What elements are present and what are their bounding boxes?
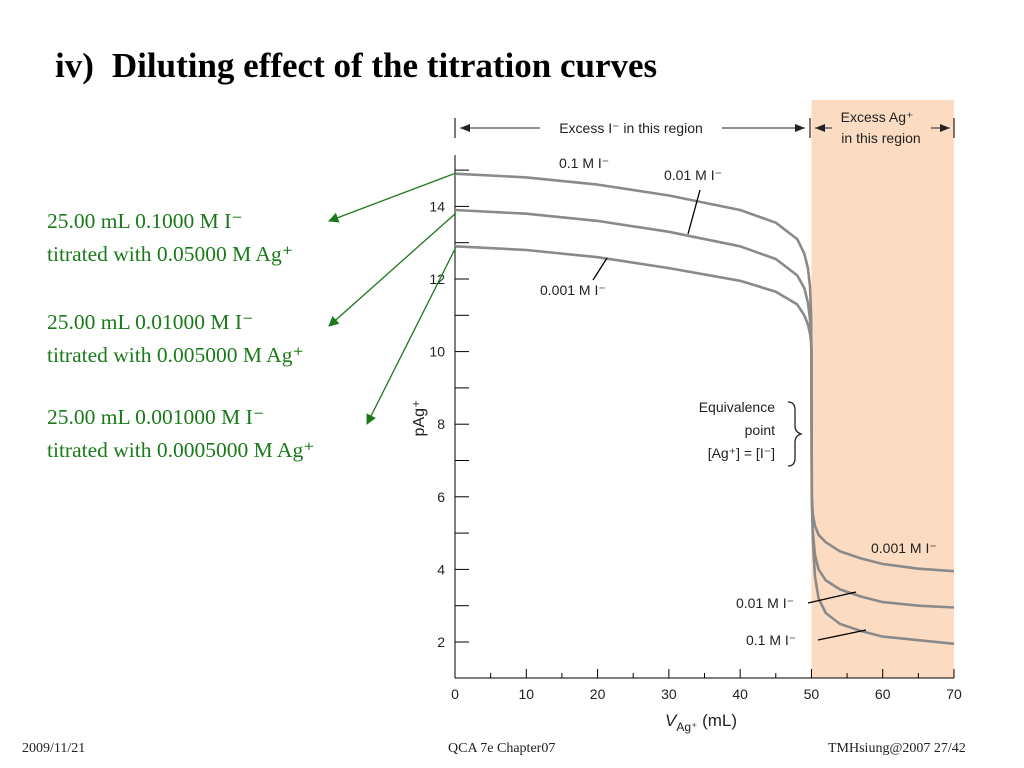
- note-line2: titrated with 0.0005000 M Ag⁺: [47, 438, 315, 462]
- x-axis-label: VAg⁺ (mL): [665, 711, 737, 734]
- y-tick-label: 2: [437, 634, 445, 650]
- y-tick-label: 10: [429, 344, 445, 360]
- curve-label-right-1: 0.01 M I⁻: [736, 595, 794, 611]
- footer-chapter: QCA 7e Chapter07: [448, 741, 556, 756]
- x-tick-label: 30: [661, 686, 677, 702]
- note-line1: 25.00 mL 0.1000 M I⁻: [47, 209, 243, 233]
- y-tick-label: 14: [429, 198, 445, 214]
- curve-leader-left-2: [592, 257, 608, 281]
- region-left-arrowhead: [460, 124, 470, 132]
- note-1-001m: 25.00 mL 0.01000 M I⁻ titrated with 0.00…: [47, 306, 304, 372]
- region-left-label: Excess I⁻ in this region: [559, 120, 703, 136]
- note-line1: 25.00 mL 0.01000 M I⁻: [47, 310, 254, 334]
- curve-label-left-1: 0.01 M I⁻: [664, 167, 722, 183]
- x-tick-label: 10: [518, 686, 534, 702]
- curve-label-left-0: 0.1 M I⁻: [559, 155, 609, 171]
- x-tick-label: 20: [590, 686, 606, 702]
- curve-leader-right-1: [807, 591, 857, 604]
- note-0-1m: 25.00 mL 0.1000 M I⁻ titrated with 0.050…: [47, 205, 293, 271]
- note-line2: titrated with 0.05000 M Ag⁺: [47, 242, 294, 266]
- note-arrow-2: [366, 246, 457, 425]
- y-axis-label: pAg⁺: [411, 400, 428, 437]
- title-text: Diluting effect of the titration curves: [111, 46, 658, 85]
- curve-label-left-2: 0.001 M I⁻: [540, 282, 606, 298]
- y-tick-label: 8: [437, 416, 445, 432]
- x-tick-label: 60: [875, 686, 891, 702]
- x-tick-label: 0: [451, 686, 459, 702]
- curve-leader-right-0: [817, 629, 867, 641]
- note-arrow-0: [328, 172, 457, 223]
- x-tick-label: 40: [732, 686, 748, 702]
- region-left-arrowhead-right: [795, 124, 805, 132]
- curve-2: [454, 245, 955, 573]
- x-tick-label: 70: [946, 686, 962, 702]
- y-tick-label: 6: [437, 489, 445, 505]
- region-right-label-1: Excess Ag⁺: [841, 109, 914, 125]
- region-right-label-2: in this region: [841, 130, 920, 146]
- note-line1: 25.00 mL 0.001000 M I⁻: [47, 405, 265, 429]
- curve-label-right-2: 0.001 M I⁻: [871, 540, 937, 556]
- footer-date: 2009/11/21: [22, 741, 86, 756]
- equivalence-label-2: point: [745, 422, 775, 438]
- excess-ag-region: [811, 100, 954, 678]
- footer-author-page: TMHsiung@2007 27/42: [828, 741, 966, 756]
- y-tick-label: 4: [437, 561, 445, 577]
- title-number: iv): [55, 46, 94, 85]
- note-line2: titrated with 0.005000 M Ag⁺: [47, 343, 304, 367]
- equivalence-label-1: Equivalence: [699, 399, 775, 415]
- region-right-arrowhead-right: [940, 124, 950, 132]
- curve-label-right-0: 0.1 M I⁻: [746, 632, 796, 648]
- slide-title: iv) Diluting effect of the titration curv…: [55, 46, 657, 86]
- note-2-0001m: 25.00 mL 0.001000 M I⁻ titrated with 0.0…: [47, 401, 315, 467]
- curve-leader-left-1: [687, 189, 701, 235]
- x-tick-label: 50: [804, 686, 820, 702]
- equivalence-brace: [787, 401, 804, 467]
- region-right-arrowhead: [815, 124, 825, 132]
- equivalence-label-3: [Ag⁺] = [I⁻]: [708, 445, 775, 461]
- note-arrow-1: [328, 212, 457, 327]
